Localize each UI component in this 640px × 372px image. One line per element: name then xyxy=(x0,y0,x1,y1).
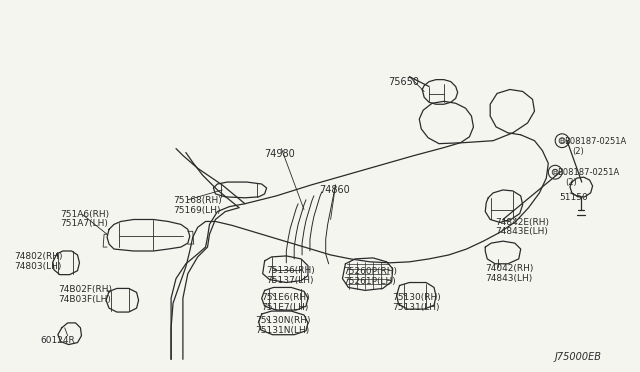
Text: 751E7(LH): 751E7(LH) xyxy=(262,303,309,312)
Text: 74042(RH): 74042(RH) xyxy=(485,264,534,273)
Text: 74980: 74980 xyxy=(265,148,296,158)
Text: 751E6(RH): 751E6(RH) xyxy=(262,294,310,302)
Text: 75168(RH): 75168(RH) xyxy=(173,196,222,205)
Text: B08187-0251A: B08187-0251A xyxy=(564,137,627,146)
Text: 751A7(LH): 751A7(LH) xyxy=(60,219,108,228)
Text: 74843E(LH): 74843E(LH) xyxy=(495,227,548,236)
Text: 51150: 51150 xyxy=(559,193,588,202)
Text: 75169(LH): 75169(LH) xyxy=(173,206,221,215)
Text: 74B03F(LH): 74B03F(LH) xyxy=(58,295,111,304)
Text: 75131(LH): 75131(LH) xyxy=(393,303,440,312)
Text: 75130N(RH): 75130N(RH) xyxy=(255,316,310,325)
Text: 75131N(LH): 75131N(LH) xyxy=(255,326,309,335)
Text: 74802(RH): 74802(RH) xyxy=(15,252,63,261)
Text: J75000EB: J75000EB xyxy=(554,352,601,362)
Text: 74860: 74860 xyxy=(319,185,349,195)
Text: 75260P(RH): 75260P(RH) xyxy=(344,267,397,276)
Text: 75137(LH): 75137(LH) xyxy=(267,276,314,285)
Text: (2): (2) xyxy=(572,147,584,155)
Text: 75136(RH): 75136(RH) xyxy=(267,266,316,275)
Text: 74803(LH): 74803(LH) xyxy=(15,262,62,271)
Text: 74B02F(RH): 74B02F(RH) xyxy=(58,285,112,295)
Text: 74842E(RH): 74842E(RH) xyxy=(495,218,549,227)
Text: B: B xyxy=(553,169,557,175)
Text: 75261P(LH): 75261P(LH) xyxy=(344,277,396,286)
Text: B: B xyxy=(560,138,564,144)
Text: 60124R: 60124R xyxy=(40,336,75,345)
Text: (2): (2) xyxy=(565,178,577,187)
Text: 75650: 75650 xyxy=(388,77,419,87)
Text: 75130(RH): 75130(RH) xyxy=(393,294,442,302)
Text: B08187-0251A: B08187-0251A xyxy=(557,168,620,177)
Text: 74843(LH): 74843(LH) xyxy=(485,274,532,283)
Text: 751A6(RH): 751A6(RH) xyxy=(60,210,109,219)
